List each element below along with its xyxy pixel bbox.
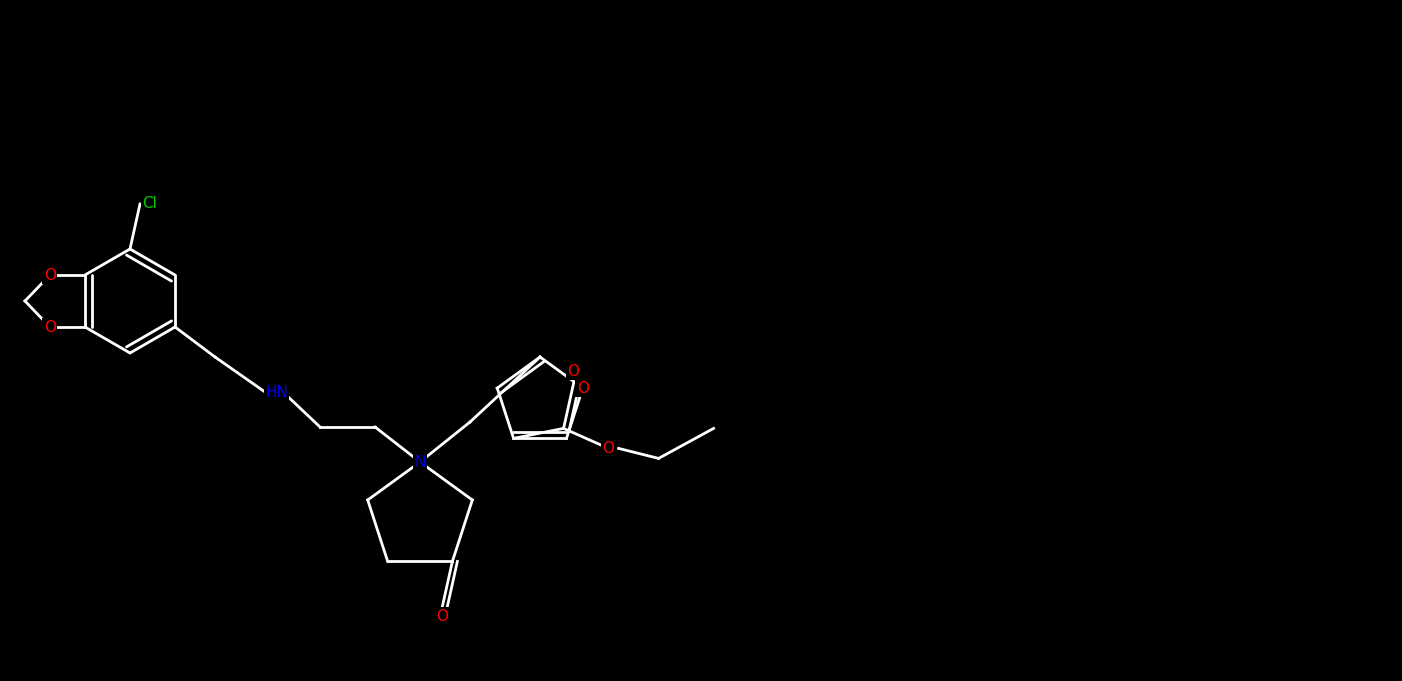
Text: O: O: [436, 609, 449, 624]
Text: Cl: Cl: [143, 197, 157, 212]
Text: O: O: [43, 319, 56, 334]
Text: O: O: [43, 268, 56, 283]
Text: O: O: [576, 381, 589, 396]
Text: N: N: [415, 454, 426, 469]
Text: O: O: [603, 441, 614, 456]
Text: HN: HN: [265, 385, 287, 400]
Text: O: O: [568, 364, 579, 379]
